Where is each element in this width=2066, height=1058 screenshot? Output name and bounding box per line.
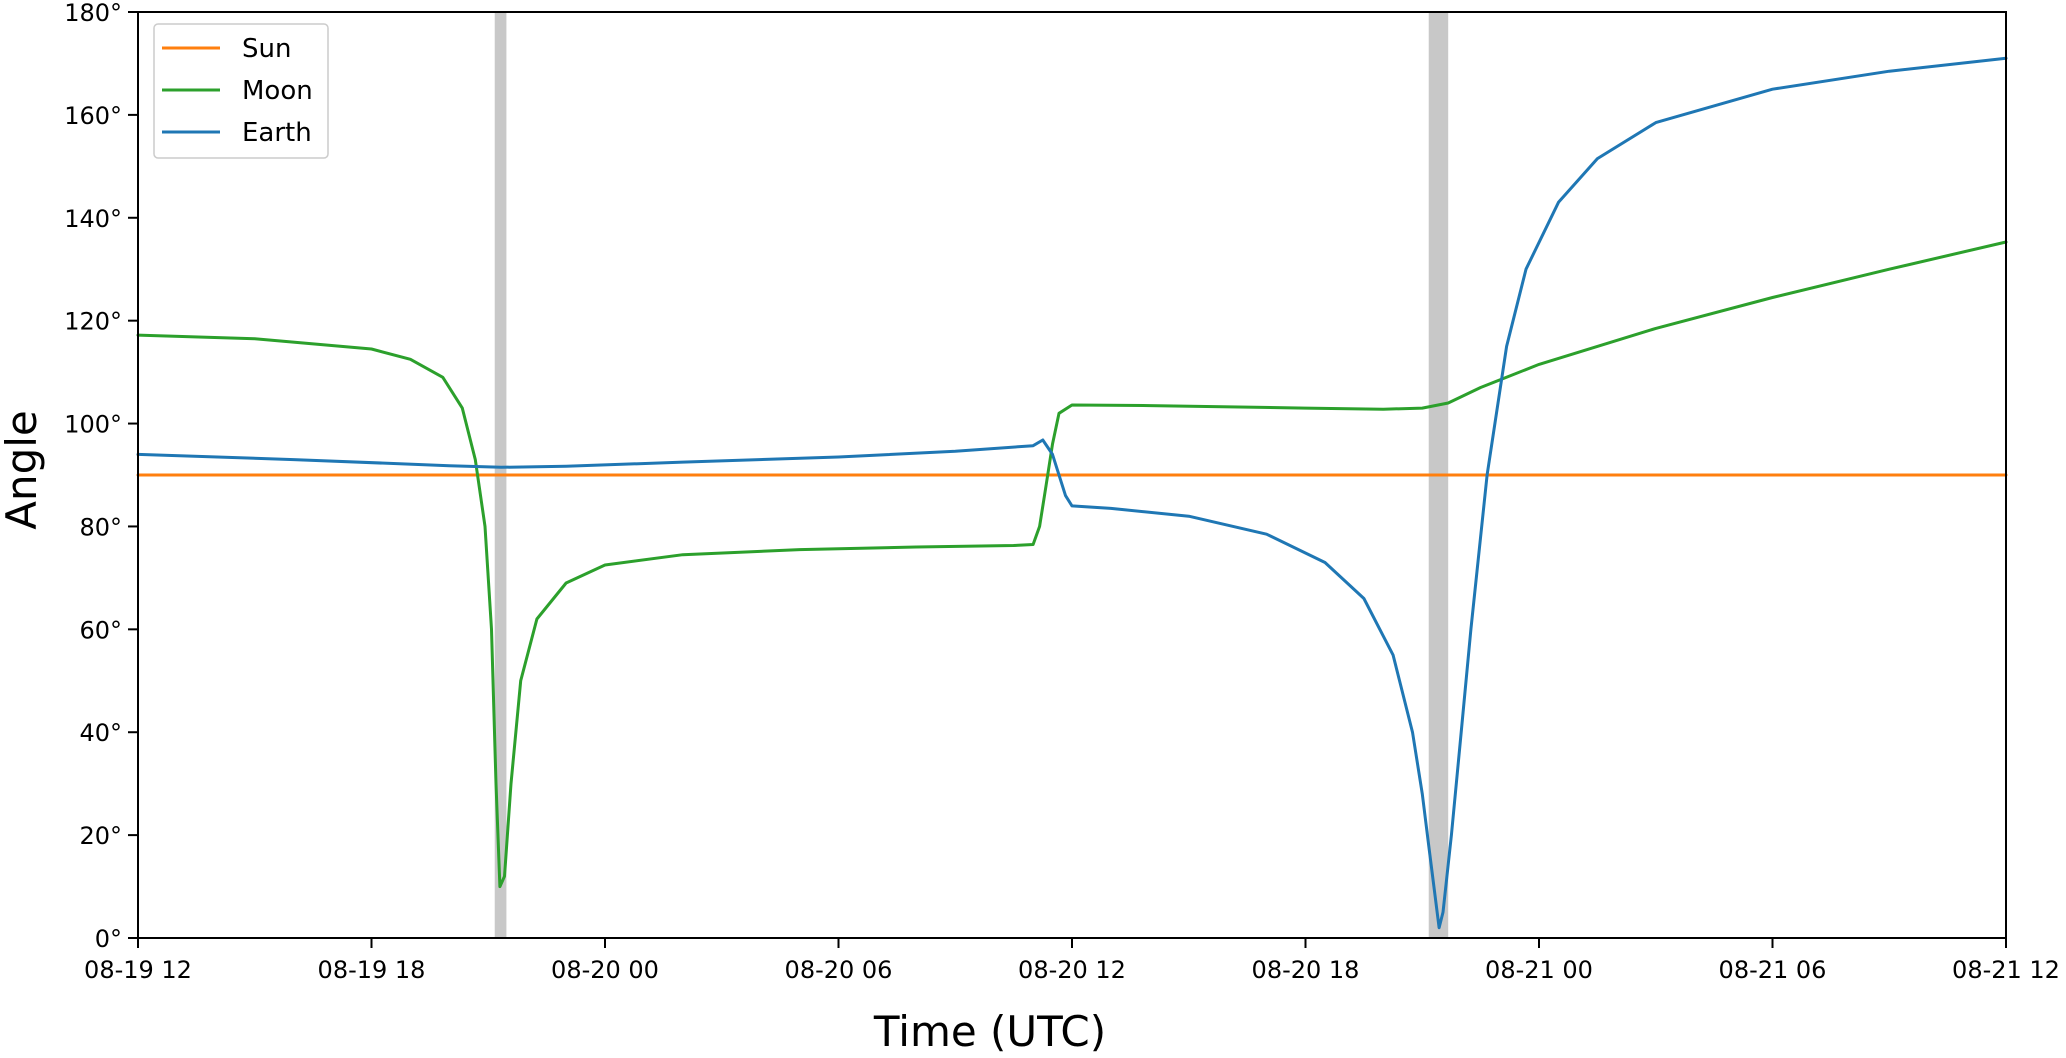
x-tick-label: 08-20 00	[551, 956, 659, 984]
y-tick-label: 40°	[79, 719, 122, 747]
x-tick-label: 08-20 12	[1018, 956, 1126, 984]
x-axis-ticks: 08-19 12 08-19 18 08-20 00 08-20 06 08-20 12…	[84, 938, 2060, 984]
series-lines	[136, 56, 2008, 930]
y-tick-label: 80°	[79, 513, 122, 541]
legend-label-sun: Sun	[242, 34, 291, 64]
legend: Sun Moon Earth	[153, 23, 329, 159]
x-tick-label: 08-21 00	[1485, 956, 1593, 984]
y-tick-label: 0°	[95, 925, 122, 953]
y-tick-label: 140°	[64, 205, 122, 233]
x-tick-label: 08-21 12	[1952, 956, 2060, 984]
series-line-moon	[136, 240, 2008, 889]
y-tick-label: 100°	[64, 411, 122, 439]
y-tick-label: 160°	[64, 102, 122, 130]
legend-box	[153, 23, 329, 159]
y-tick-label: 180°	[64, 0, 122, 27]
y-tick-label: 20°	[79, 822, 122, 850]
series-line-earth	[136, 56, 2008, 930]
x-axis-title: Time (UTC)	[873, 1007, 1106, 1056]
legend-label-moon: Moon	[242, 76, 313, 106]
x-tick-label: 08-19 12	[84, 956, 192, 984]
legend-label-earth: Earth	[242, 118, 312, 148]
x-tick-label: 08-19 18	[318, 956, 426, 984]
y-axis-title: Angle	[0, 410, 46, 530]
y-axis-ticks: 0° 20° 40° 60° 80° 100° 120° 140° 160° 180°	[64, 0, 138, 953]
x-tick-label: 08-20 18	[1252, 956, 1360, 984]
y-tick-label: 60°	[79, 616, 122, 644]
x-tick-label: 08-21 06	[1719, 956, 1827, 984]
y-tick-label: 120°	[64, 308, 122, 336]
x-tick-label: 08-20 06	[785, 956, 893, 984]
